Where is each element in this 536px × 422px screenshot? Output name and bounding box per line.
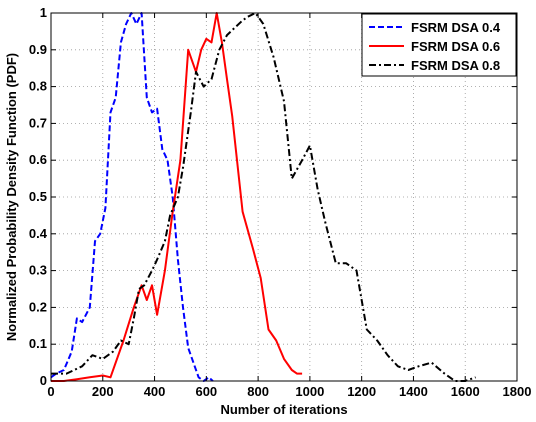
y-tick-label: 0.2: [29, 299, 47, 314]
y-tick-label: 0.8: [29, 79, 47, 94]
y-tick-label: 0.9: [29, 42, 47, 57]
y-tick-label: 0.7: [29, 115, 47, 130]
legend-label-2: FSRM DSA 0.6: [411, 39, 500, 54]
x-tick-label: 1000: [295, 384, 324, 399]
x-tick-label: 800: [247, 384, 269, 399]
y-tick-label: 0: [40, 373, 47, 388]
grid-lines: [51, 13, 517, 381]
y-tick-label: 0.5: [29, 189, 47, 204]
x-tick-label: 0: [47, 384, 54, 399]
y-tick-label: 0.6: [29, 152, 47, 167]
x-tick-label: 600: [195, 384, 217, 399]
legend-label-1: FSRM DSA 0.4: [411, 20, 501, 35]
x-tick-label: 200: [92, 384, 114, 399]
x-tick-label: 1200: [347, 384, 376, 399]
y-tick-label: 0.1: [29, 336, 47, 351]
series-layer: [50, 12, 476, 382]
x-tick-label: 1600: [451, 384, 480, 399]
y-tick-label: 1: [40, 5, 47, 20]
legend: FSRM DSA 0.4 FSRM DSA 0.6 FSRM DSA 0.8: [361, 13, 517, 77]
x-tick-label: 1800: [503, 384, 532, 399]
series-line-3: [51, 12, 476, 382]
x-axis-label: Number of iterations: [220, 402, 347, 417]
y-tick-labels: 0 0.1 0.2 0.3 0.4 0.5 0.6 0.7 0.8 0.9 1: [29, 5, 48, 388]
series-line-1: [50, 12, 214, 382]
legend-label-3: FSRM DSA 0.8: [411, 58, 500, 73]
y-tick-label: 0.4: [29, 226, 48, 241]
x-tick-label: 1400: [399, 384, 428, 399]
x-tick-labels: 0 200 400 600 800 1000 1200 1400 1600 1800: [47, 384, 531, 399]
y-axis-label: Normalized Probability Density Function …: [4, 53, 19, 341]
y-tick-label: 0.3: [29, 263, 47, 278]
x-tick-label: 400: [144, 384, 166, 399]
